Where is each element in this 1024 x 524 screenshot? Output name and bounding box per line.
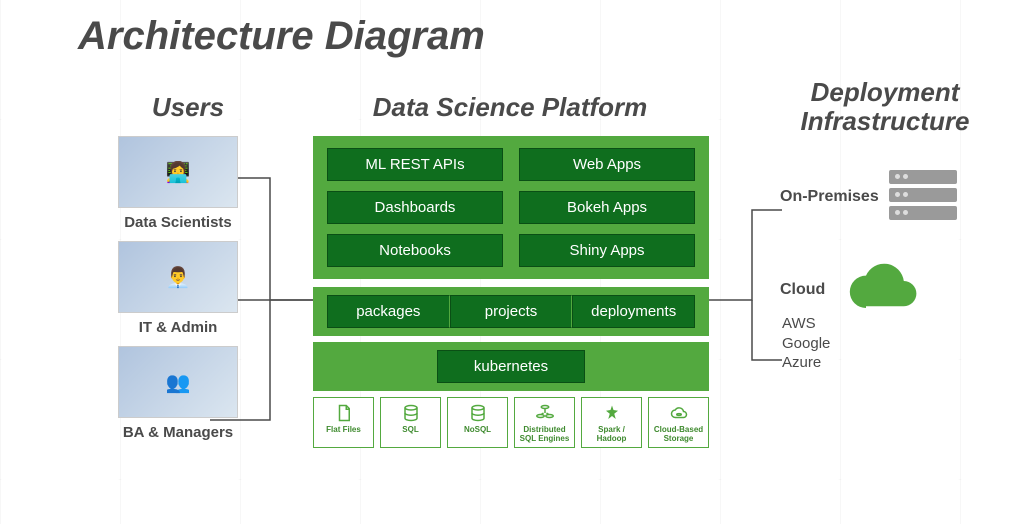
deploy-onprem: On-Premises — [780, 170, 1000, 224]
onprem-label: On-Premises — [780, 188, 879, 206]
app-web: Web Apps — [519, 148, 695, 181]
users-column: 👩‍💻 Data Scientists 👨‍💼 IT & Admin 👥 BA … — [88, 136, 268, 451]
cloud-db-icon — [668, 404, 690, 422]
user-photo: 👥 — [118, 346, 238, 418]
cloud-label: Cloud — [780, 281, 825, 299]
storage-sql: SQL — [380, 397, 441, 448]
storage-cloud: Cloud-Based Storage — [648, 397, 709, 448]
storage-label: Spark / Hadoop — [584, 425, 639, 443]
deploy-cloud: Cloud AWS Google Azure — [780, 260, 1000, 373]
storage-row: Flat Files SQL NoSQL Distributed SQL Eng… — [313, 397, 709, 448]
spark-icon — [601, 404, 623, 422]
storage-nosql: NoSQL — [447, 397, 508, 448]
user-ba-managers: 👥 BA & Managers — [88, 346, 268, 441]
deploy-column: On-Premises Cloud AWS Google Azure — [780, 170, 1000, 373]
orchestration-strip: kubernetes — [313, 342, 709, 391]
storage-flat-files: Flat Files — [313, 397, 374, 448]
user-photo: 👩‍💻 — [118, 136, 238, 208]
cloud-icon — [839, 260, 929, 320]
users-heading: Users — [108, 92, 268, 123]
app-dashboards: Dashboards — [327, 191, 503, 224]
storage-spark-hadoop: Spark / Hadoop — [581, 397, 642, 448]
provider-azure: Azure — [782, 353, 1000, 373]
database-icon — [467, 404, 489, 422]
storage-label: Distributed SQL Engines — [517, 425, 572, 443]
storage-label: Flat Files — [326, 425, 361, 434]
user-label: Data Scientists — [88, 214, 268, 231]
platform-heading: Data Science Platform — [300, 92, 720, 123]
deploy-heading: Deployment Infrastructure — [770, 78, 1000, 135]
provider-google: Google — [782, 334, 1000, 354]
user-it-admin: 👨‍💼 IT & Admin — [88, 241, 268, 336]
user-label: IT & Admin — [88, 319, 268, 336]
cloud-providers: AWS Google Azure — [782, 314, 1000, 373]
server-icon — [889, 170, 957, 224]
storage-label: NoSQL — [464, 425, 491, 434]
apps-panel: ML REST APIs Web Apps Dashboards Bokeh A… — [313, 136, 709, 279]
app-bokeh: Bokeh Apps — [519, 191, 695, 224]
registry-strip: packages projects deployments — [313, 287, 709, 336]
storage-label: Cloud-Based Storage — [651, 425, 706, 443]
user-photo: 👨‍💼 — [118, 241, 238, 313]
registry-projects: projects — [450, 295, 573, 328]
app-notebooks: Notebooks — [327, 234, 503, 267]
orchestration-k8s: kubernetes — [437, 350, 584, 383]
app-ml-rest: ML REST APIs — [327, 148, 503, 181]
database-icon — [400, 404, 422, 422]
app-shiny: Shiny Apps — [519, 234, 695, 267]
registry-packages: packages — [327, 295, 450, 328]
storage-label: SQL — [402, 425, 418, 434]
registry-deployments: deployments — [572, 295, 695, 328]
user-data-scientists: 👩‍💻 Data Scientists — [88, 136, 268, 231]
page-title: Architecture Diagram — [78, 14, 485, 59]
platform-column: ML REST APIs Web Apps Dashboards Bokeh A… — [313, 136, 709, 448]
storage-distributed-sql: Distributed SQL Engines — [514, 397, 575, 448]
user-label: BA & Managers — [88, 424, 268, 441]
file-icon — [333, 404, 355, 422]
cluster-icon — [534, 404, 556, 422]
